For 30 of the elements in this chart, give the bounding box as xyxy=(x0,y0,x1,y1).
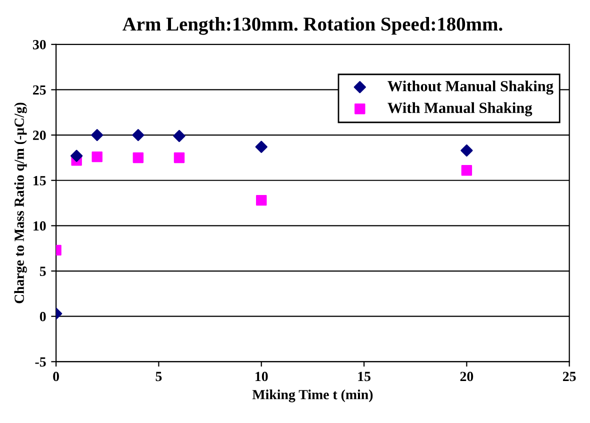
x-tick-label: 0 xyxy=(53,372,59,382)
x-tick-label: 15 xyxy=(358,372,370,382)
x-tick-label: 5 xyxy=(156,372,162,382)
point xyxy=(255,140,268,153)
y-tick-label: 10 xyxy=(34,221,46,231)
point xyxy=(92,151,102,162)
point xyxy=(70,150,83,162)
x-tick-label: 25 xyxy=(562,372,576,382)
x-tick-label: 10 xyxy=(256,372,268,382)
y-tick-label: 25 xyxy=(33,85,46,95)
y-tick-label: 5 xyxy=(40,266,46,276)
x-axis-title: Miking Time t (min) xyxy=(252,390,373,402)
legend-label: With Manual Shaking xyxy=(388,102,532,116)
y-tick-label: 0 xyxy=(40,312,46,322)
y-axis-title: Charge to Mass Ratio q/m (-μC/g) xyxy=(14,102,27,304)
chart-title: Arm Length:130mm. Rotation Speed:180mm. xyxy=(122,17,502,35)
y-tick-label: -5 xyxy=(35,357,46,367)
y-tick-label: 20 xyxy=(33,130,46,140)
point xyxy=(461,165,472,176)
point xyxy=(460,144,473,157)
point xyxy=(174,152,185,164)
y-tick-label: 15 xyxy=(34,176,46,186)
point xyxy=(173,130,186,142)
point xyxy=(91,128,104,142)
y-tick-label: 30 xyxy=(32,40,46,50)
point xyxy=(256,194,267,206)
point xyxy=(132,128,144,142)
legend-label: Without Manual Shaking xyxy=(388,80,554,95)
x-tick-label: 20 xyxy=(460,372,474,382)
point xyxy=(132,152,144,164)
